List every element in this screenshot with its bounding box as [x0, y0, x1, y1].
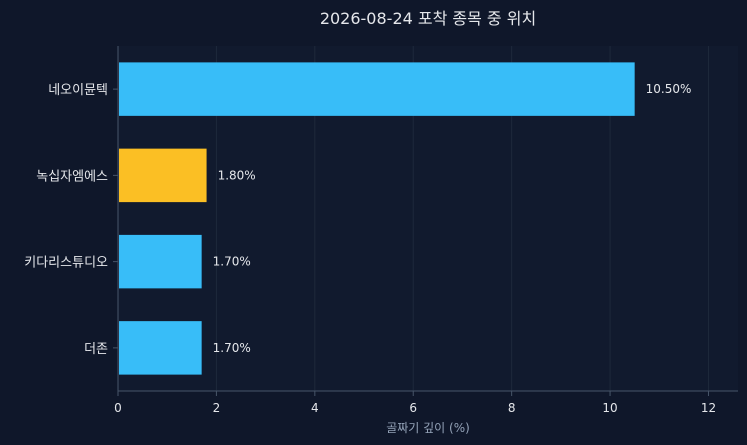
category-label: 녹십자엠에스 — [36, 169, 108, 184]
x-tick-label: 10 — [602, 401, 617, 415]
value-labels-group: 10.50% 1.80% 1.70% 1.70% — [213, 82, 692, 355]
value-label: 1.70% — [213, 341, 251, 355]
x-tick-label: 0 — [114, 401, 122, 415]
category-label: 키다리스튜디오 — [24, 256, 108, 271]
x-tick-label: 4 — [311, 401, 319, 415]
bar-0 — [119, 62, 635, 116]
value-label: 1.70% — [213, 255, 251, 269]
x-tick-label: 12 — [701, 401, 716, 415]
value-label: 1.80% — [218, 168, 256, 182]
x-tick-label: 2 — [213, 401, 221, 415]
x-tick-label: 8 — [508, 401, 516, 415]
x-ticks-group: 0 2 4 6 8 10 12 — [114, 391, 716, 415]
bar-3 — [119, 321, 202, 375]
bars-group — [119, 62, 635, 375]
chart-title: 2026-08-24 포착 종목 중 위치 — [320, 9, 536, 28]
category-label: 더존 — [84, 342, 108, 357]
x-axis-label: 골짜기 깊이 (%) — [386, 421, 470, 435]
bar-1 — [119, 148, 207, 203]
category-label: 네오이뮨텍 — [48, 83, 108, 98]
bar-2 — [119, 234, 202, 289]
x-tick-label: 6 — [409, 401, 417, 415]
value-label: 10.50% — [646, 82, 692, 96]
